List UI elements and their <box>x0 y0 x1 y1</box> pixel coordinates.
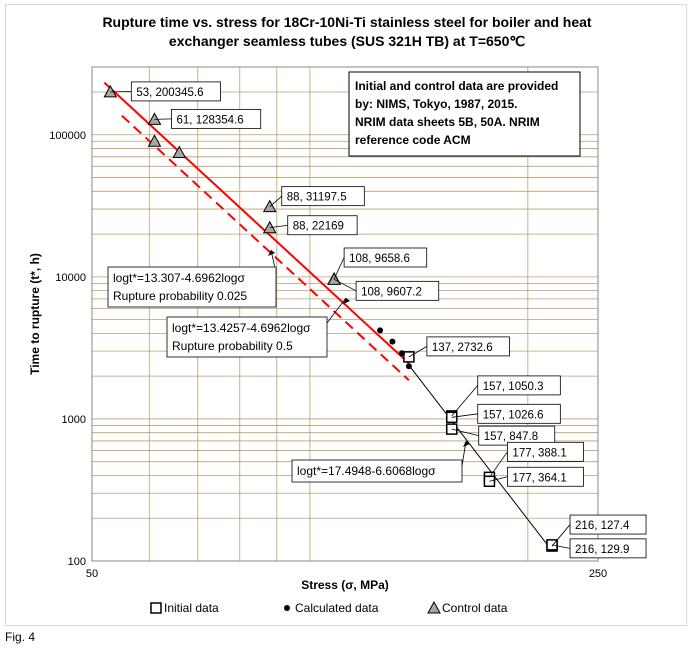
y-tick-label: 100 <box>68 556 86 568</box>
equation-label: logt*=17.4948-6.6068logσ <box>297 464 436 478</box>
data-label-box <box>507 466 584 487</box>
legend: Initial data Calculated data Control data <box>150 600 508 615</box>
equation-arrowhead <box>343 298 350 304</box>
legend-square-icon <box>150 602 162 614</box>
x-tick-label: 250 <box>589 568 607 580</box>
data-label: 157, 847.8 <box>484 431 538 443</box>
y-tick-label: 1000 <box>62 414 86 426</box>
data-label-leader <box>269 195 282 207</box>
chart-title-line: Rupture time vs. stress for 18Cr-10Ni-Ti… <box>102 14 591 30</box>
data-label-leader <box>333 257 345 280</box>
legend-dot-icon <box>284 605 290 611</box>
data-label-leader <box>269 224 288 229</box>
control-data-point <box>147 134 162 147</box>
control-data-point <box>147 112 162 125</box>
legend-label: Calculated data <box>295 601 379 615</box>
calculated-data-point <box>398 350 405 357</box>
data-label-leader <box>489 476 508 482</box>
calculated-data-point <box>389 338 396 345</box>
equation-label: logt*=13.307-4.6962logσ <box>113 271 245 285</box>
y-axis-label: Time to rupture (t*, h) <box>28 253 42 375</box>
data-label-leader <box>154 118 172 120</box>
data-label: 157, 1050.3 <box>483 381 544 393</box>
info-box-line: Initial and control data are provided <box>355 79 558 93</box>
control-data-point <box>172 145 187 159</box>
data-label: 177, 364.1 <box>512 472 566 484</box>
chart-title-line: exchanger seamless tubes (SUS 321H TB) a… <box>169 33 525 49</box>
data-label-leader <box>489 451 508 478</box>
data-label-box <box>171 108 262 129</box>
data-label-box <box>355 280 440 301</box>
x-tick-label: 50 <box>86 568 98 580</box>
legend-label: Initial data <box>164 601 219 615</box>
control-data-point <box>103 84 118 98</box>
data-label-leader <box>451 428 479 437</box>
equation-label: logt*=13.4257-4.6962logσ <box>172 321 311 335</box>
fit-line-3 <box>408 364 553 552</box>
equation-sublabel: Rupture probability 0.025 <box>113 289 247 303</box>
data-label-leader <box>551 544 571 549</box>
data-label: 216, 129.9 <box>575 544 629 556</box>
data-label: 108, 9607.2 <box>361 286 422 298</box>
data-label-box <box>569 514 647 535</box>
info-box <box>348 71 581 157</box>
data-label: 137, 2732.6 <box>432 342 493 354</box>
chart-svg: Rupture time vs. stress for 18Cr-10Ni-Ti… <box>28 14 647 615</box>
equation-leader <box>326 297 347 324</box>
data-label-leader <box>551 524 571 547</box>
info-box-line: NRIM data sheets 5B, 50A. NRIM <box>355 115 540 129</box>
data-label-box <box>477 403 561 424</box>
data-label: 177, 388.1 <box>512 447 566 459</box>
data-label-box <box>281 186 365 207</box>
equation-box <box>291 459 463 483</box>
data-label: 53, 200345.6 <box>136 87 203 99</box>
data-label-leader <box>333 278 357 292</box>
data-label-leader <box>451 385 479 417</box>
calculated-data-point <box>405 363 412 370</box>
data-label-box <box>477 375 561 396</box>
info-box-line: reference code ACM <box>355 133 471 147</box>
data-label: 88, 22169 <box>293 221 344 233</box>
chart-figure: Rupture time vs. stress for 18Cr-10Ni-Ti… <box>5 4 687 626</box>
data-label-leader <box>110 91 132 93</box>
equation-arrowhead <box>268 250 275 256</box>
data-label-box <box>343 247 428 268</box>
figure-caption: Fig. 4 <box>5 630 36 644</box>
data-label: 88, 31197.5 <box>287 192 347 204</box>
y-tick-label: 10000 <box>55 272 86 284</box>
data-label-box <box>287 215 358 236</box>
x-axis-label: Stress (σ, MPa) <box>301 578 389 592</box>
equation-box <box>166 316 328 358</box>
data-label-box <box>426 336 510 357</box>
equation-arrowhead <box>463 441 470 447</box>
data-labels: 53, 200345.6 61, 128354.6 88, 31197.5 88, 2… <box>110 81 647 559</box>
data-label-box <box>569 538 647 559</box>
data-label-leader <box>408 346 428 358</box>
calculated-data-point <box>377 327 384 334</box>
y-tick-label: 100000 <box>49 130 86 142</box>
info-box-line: by: NIMS, Tokyo, 1987, 2015. <box>355 97 518 111</box>
fit-line-1 <box>121 115 410 381</box>
data-label: 61, 128354.6 <box>177 114 244 126</box>
data-label: 157, 1026.6 <box>483 409 544 421</box>
data-label: 108, 9658.6 <box>349 253 410 265</box>
equation-sublabel: Rupture probability 0.5 <box>172 339 293 353</box>
plot-frame <box>91 66 599 562</box>
data-label-box <box>130 81 221 102</box>
data-label-leader <box>451 413 478 418</box>
legend-label: Control data <box>442 601 508 615</box>
data-label-box <box>507 441 584 462</box>
equation-box <box>107 266 277 308</box>
fit-line-2 <box>103 81 410 365</box>
legend-triangle-icon <box>427 600 441 614</box>
data-label: 216, 127.4 <box>575 520 630 532</box>
